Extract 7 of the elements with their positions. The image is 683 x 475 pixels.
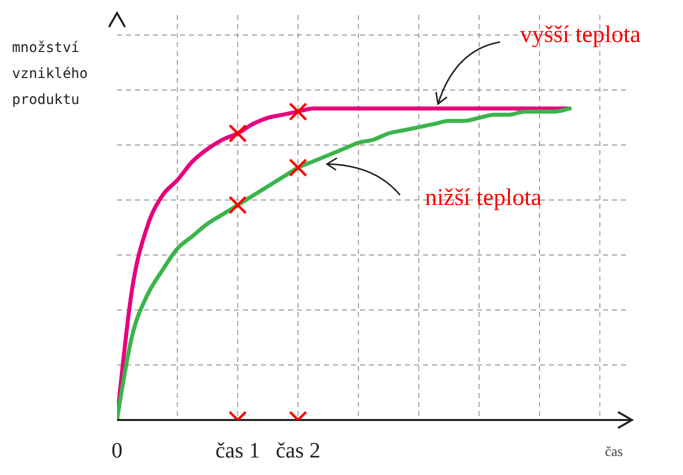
x-tick-label: čas 1 xyxy=(215,438,260,463)
x-tick-label: čas 2 xyxy=(276,438,320,463)
annotation: nižší teplota xyxy=(425,185,542,211)
x-axis-title: čas xyxy=(605,445,623,460)
x-tick-label: 0 xyxy=(112,438,122,463)
y-axis-title: množství vzniklého produktu xyxy=(12,40,88,108)
text: vyšší teplota xyxy=(520,22,642,48)
